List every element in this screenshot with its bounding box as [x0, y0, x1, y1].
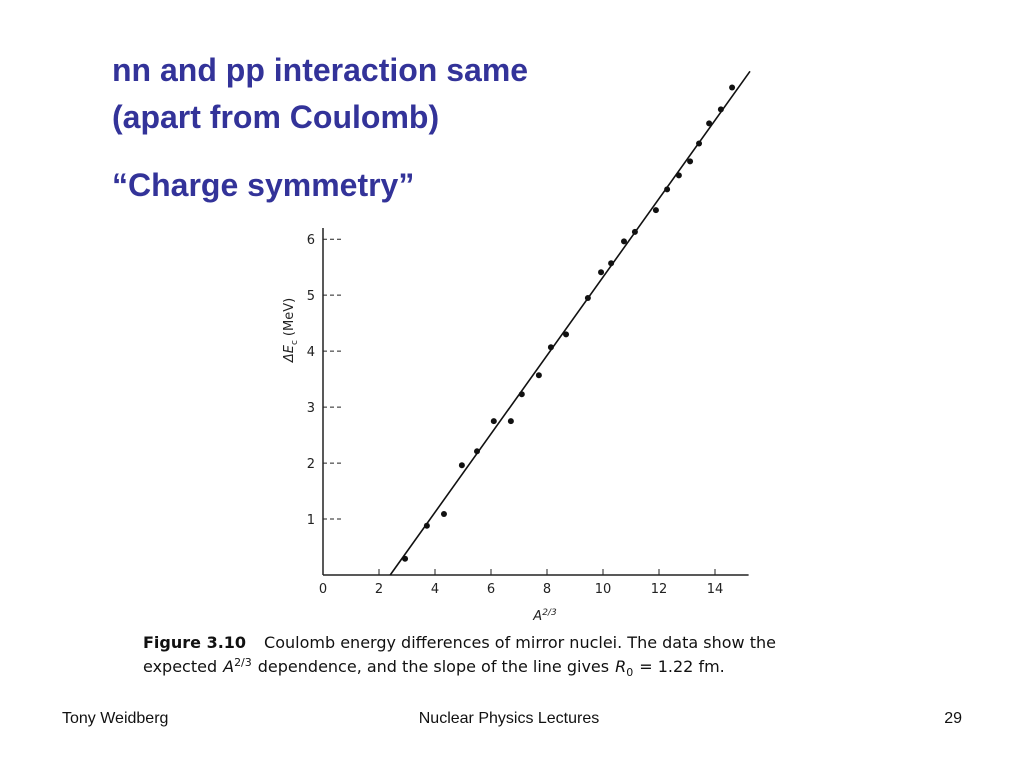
x-tick-label: 12 [651, 582, 668, 597]
data-point [621, 238, 627, 245]
footer-author: Tony Weidberg [62, 710, 168, 727]
x-tick-label: 14 [707, 582, 724, 597]
y-tick-label: 1 [307, 513, 315, 528]
caption-text: dependence, and the slope of the line gi… [258, 657, 609, 676]
data-point [664, 186, 671, 193]
data-point [507, 418, 514, 425]
data-point [440, 510, 447, 517]
caption-symbol: A [222, 657, 234, 676]
caption-symbol: R [615, 657, 626, 676]
caption-sub: 0 [626, 666, 633, 679]
caption: expected A2/3 dependence, and the slope of… [143, 656, 725, 679]
page-number: 29 [944, 710, 962, 727]
x-axis-label-sup: 2/3 [542, 608, 557, 618]
data-point [717, 106, 724, 113]
data-point [474, 448, 480, 455]
x-tick-label: 0 [319, 582, 327, 597]
y-tick-label: 5 [307, 289, 315, 304]
y-axis-label: ΔE [282, 344, 297, 363]
data-point [402, 555, 409, 562]
caption: Figure 3.10 Coulomb energy differences of… [143, 633, 776, 652]
data-point [706, 120, 713, 127]
data-point [563, 331, 570, 338]
caption-text: expected [143, 657, 217, 676]
x-axis-label: A2/3 [532, 608, 557, 624]
data-point [584, 294, 591, 301]
y-tick-label: 2 [307, 457, 315, 472]
data-point [696, 140, 703, 147]
x-tick-label: 10 [595, 582, 612, 597]
caption-label: Figure 3.10 [143, 633, 246, 652]
x-tick-label: 2 [375, 582, 383, 597]
y-tick-label: 6 [307, 233, 315, 248]
title: (apart from Coulomb) [112, 99, 439, 135]
y-tick-label: 4 [307, 345, 315, 360]
data-point [518, 391, 525, 398]
y-tick-label: 3 [307, 401, 315, 416]
x-axis-label: A [532, 609, 542, 624]
data-point [652, 207, 659, 214]
data-point [687, 158, 694, 165]
data-point [598, 269, 605, 276]
data-point [631, 228, 638, 235]
data-point [490, 418, 497, 425]
x-tick-label: 4 [431, 582, 439, 597]
caption-text: Coulomb energy differences of mirror nuc… [264, 633, 776, 652]
y-axis-label-sub: c [290, 340, 300, 345]
caption-text: = 1.22 fm. [639, 657, 725, 676]
fit-line [389, 70, 751, 576]
data-point [729, 84, 736, 91]
y-axis-label: ΔEc (MeV) [282, 298, 300, 363]
title: nn and pp interaction same [112, 52, 528, 88]
x-tick-label: 8 [543, 582, 551, 597]
y-axis-unit: (MeV) [282, 298, 297, 336]
footer-course: Nuclear Physics Lectures [419, 710, 600, 727]
data-point [547, 344, 554, 351]
subtitle: “Charge symmetry” [112, 167, 414, 203]
data-point [458, 462, 465, 469]
data-point [675, 172, 682, 179]
caption-sup: 2/3 [234, 656, 252, 669]
data-point [423, 522, 430, 529]
data-point [608, 260, 615, 267]
data-point [535, 372, 542, 379]
x-tick-label: 6 [487, 582, 495, 597]
